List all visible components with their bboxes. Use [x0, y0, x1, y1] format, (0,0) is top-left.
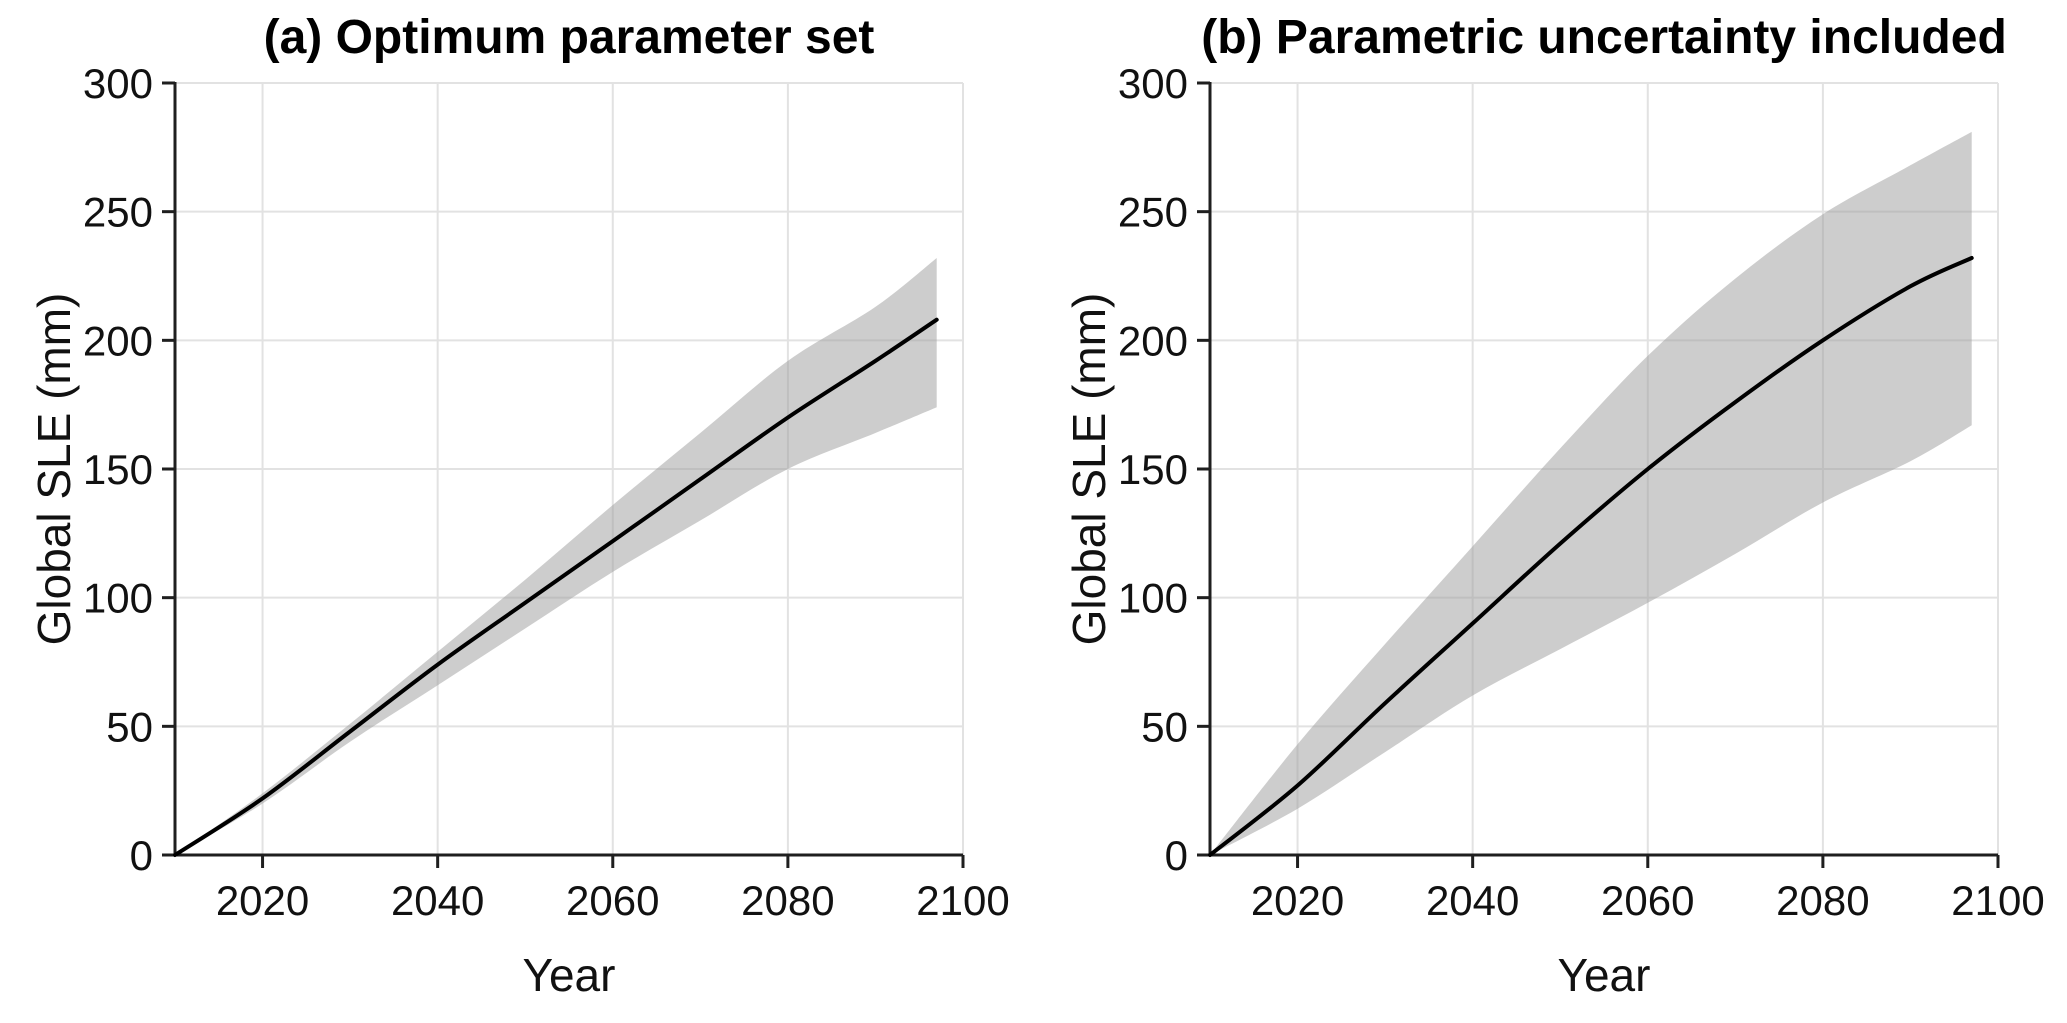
x-tick-label: 2040 [391, 877, 484, 924]
mean-line-a [173, 317, 939, 857]
panel-a-title: (a) Optimum parameter set [263, 11, 875, 64]
y-tick-label: 150 [1118, 446, 1188, 493]
y-tick-label: 200 [1118, 317, 1188, 364]
axes-b [1197, 81, 2000, 868]
mean-line-b [1208, 256, 1974, 857]
y-tick-label: 50 [106, 703, 153, 750]
y-tick-label: 250 [1118, 189, 1188, 236]
x-tick-label: 2020 [216, 877, 309, 924]
uncertainty-band-a [175, 258, 937, 855]
x-tick-label: 2040 [1426, 877, 1519, 924]
uncertainty-band-b [1210, 131, 1972, 855]
y-tick-label: 300 [1118, 60, 1188, 107]
x-tick-label: 2080 [1776, 877, 1869, 924]
y-tick-label: 100 [83, 575, 153, 622]
y-tick-label: 200 [83, 317, 153, 364]
y-tick-label: 0 [1165, 832, 1188, 879]
y-tick-label: 300 [83, 60, 153, 107]
x-tick-label: 2080 [741, 877, 834, 924]
panel-a-y-axis-label: Global SLE (mm) [28, 292, 80, 646]
y-tick-label: 50 [1141, 703, 1188, 750]
panel-b: 0 50 100 150 200 250 300 2020 2040 2060 2080 2100 [1118, 60, 2045, 924]
x-tick-label: 2100 [1951, 877, 2044, 924]
y-tick-label: 150 [83, 446, 153, 493]
panel-b-y-axis-label: Global SLE (mm) [1063, 292, 1115, 646]
x-tick-label: 2100 [916, 877, 1009, 924]
panel-b-title: (b) Parametric uncertainty included [1201, 11, 2007, 64]
y-tick-label: 0 [130, 832, 153, 879]
panel-b-x-axis-label: Year [1557, 949, 1651, 1001]
x-tick-label: 2060 [1601, 877, 1694, 924]
x-tick-label: 2020 [1251, 877, 1344, 924]
y-tick-label: 250 [83, 189, 153, 236]
y-tick-label: 100 [1118, 575, 1188, 622]
x-tick-label: 2060 [566, 877, 659, 924]
axes-a [162, 81, 965, 868]
panel-a-x-axis-label: Year [522, 949, 616, 1001]
panel-a: 0 50 100 150 200 250 300 2020 2040 2060 2080 2100 [83, 60, 1010, 924]
